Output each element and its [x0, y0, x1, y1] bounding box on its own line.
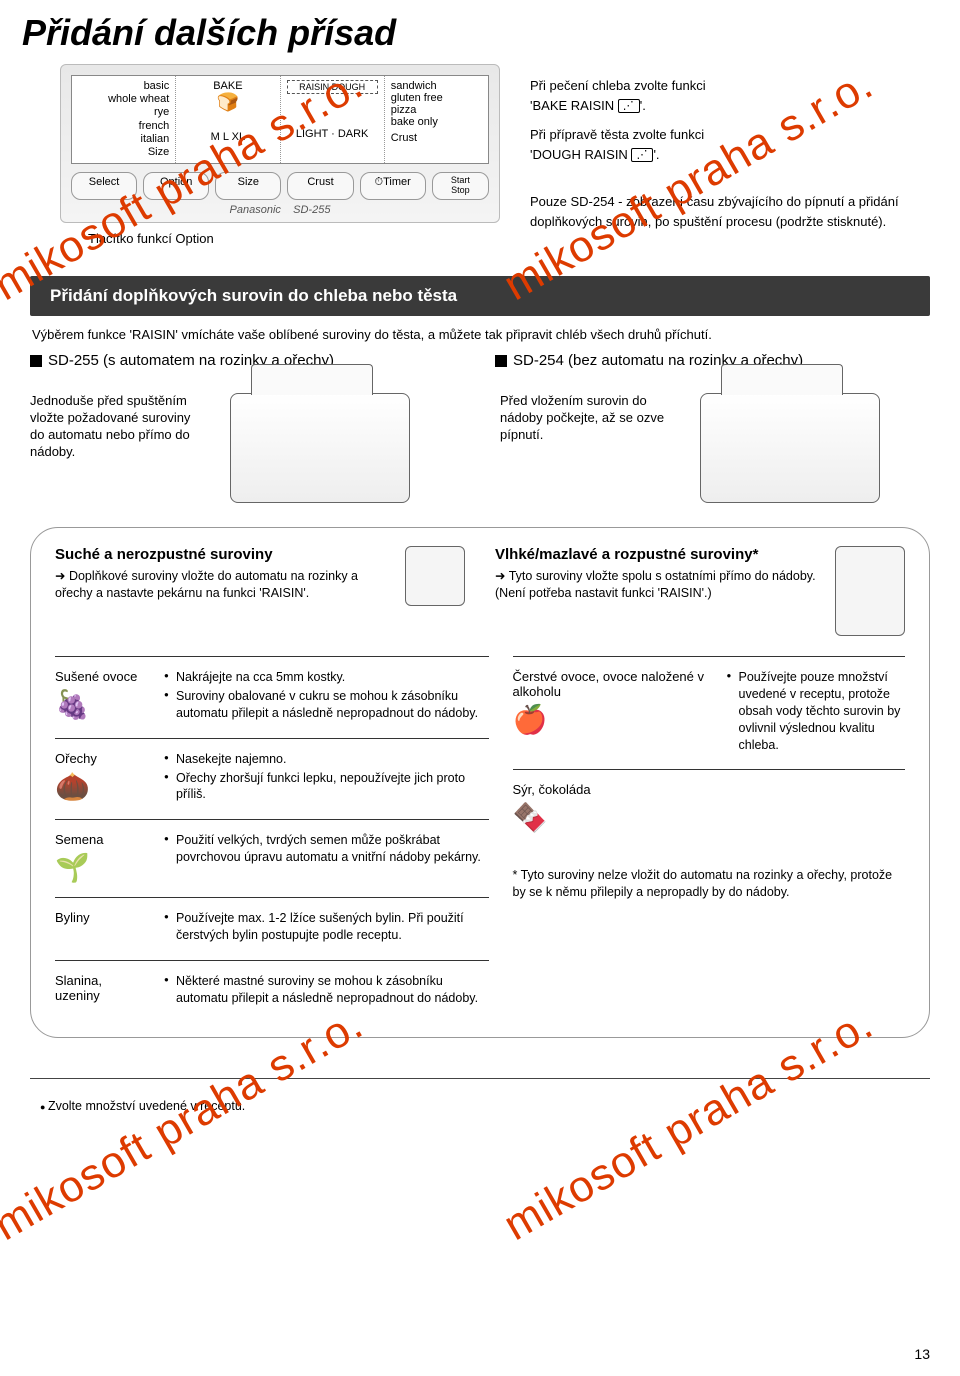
lcd-opt: M L XL — [182, 131, 273, 143]
wet-title: Vlhké/mazlavé a rozpustné suroviny* — [495, 546, 823, 564]
dry-sub: ➜ Doplňkové suroviny vložte do automatu … — [55, 568, 397, 602]
ingredient-notes: Použití velkých, tvrdých semen může pošk… — [164, 832, 489, 883]
wet-sub: ➜ Tyto suroviny vložte spolu s ostatními… — [495, 568, 823, 602]
raisin-icon — [618, 99, 640, 113]
lcd-opt: italian — [78, 133, 169, 146]
section-heading: Přidání doplňkových surovin do chleba ne… — [30, 276, 930, 316]
ingredient-name: Sýr, čokoláda🍫 — [513, 782, 713, 833]
ingredient-name: Čerstvé ovoce, ovoce naložené v alkoholu… — [513, 669, 713, 755]
ingredient-name: Ořechy🌰 — [55, 751, 150, 806]
lcd-opt: Crust — [391, 132, 482, 144]
footnote-star: * Tyto suroviny nelze vložit do automatu… — [513, 847, 906, 915]
table-row: Sušené ovoce🍇 Nakrájejte na cca 5mm kostk… — [55, 656, 489, 738]
ingredient-notes: Nasekejte najemno.Ořechy zhoršují funkci… — [164, 751, 489, 806]
ingredient-icon: 🌱 — [55, 851, 110, 883]
footer-divider — [30, 1078, 930, 1079]
table-row: Sýr, čokoláda🍫 — [513, 769, 906, 847]
intro-text: Výběrem funkce 'RAISIN' vmícháte vaše ob… — [0, 322, 960, 348]
ingredient-icon: 🍫 — [513, 801, 568, 833]
lcd-opt: basic — [78, 80, 169, 93]
bread-pan-icon — [835, 546, 905, 636]
lcd-opt: french — [78, 120, 169, 133]
lcd-opt: bake only — [391, 116, 482, 128]
top-section: basic whole wheat rye french italian Siz… — [0, 54, 960, 246]
ingredient-notes: Nakrájejte na cca 5mm kostky.Suroviny ob… — [164, 669, 489, 724]
table-row: Čerstvé ovoce, ovoce naložené v alkoholu… — [513, 656, 906, 769]
dry-title: Suché a nerozpustné suroviny — [55, 546, 397, 564]
crust-button[interactable]: Crust — [287, 172, 353, 200]
table-row: Slanina, uzeniny Některé mastné suroviny … — [55, 960, 489, 1023]
option-caption: Tlačítko funkcí Option — [88, 231, 500, 246]
ingredient-notes: Používejte max. 1-2 lžíce sušených bylin… — [164, 910, 489, 946]
brand-label: Panasonic — [230, 204, 281, 216]
ingredient-icon: 🌰 — [55, 770, 110, 802]
ingredient-name: Sušené ovoce🍇 — [55, 669, 150, 724]
ingredient-name: Slanina, uzeniny — [55, 973, 150, 1009]
lcd-display: basic whole wheat rye french italian Siz… — [71, 75, 489, 164]
dry-ingredients-table: Sušené ovoce🍇 Nakrájejte na cca 5mm kostk… — [55, 656, 489, 1023]
table-row: Byliny Používejte max. 1-2 lžíce sušených… — [55, 897, 489, 960]
ingredient-name: Byliny — [55, 910, 150, 946]
footer-note: Zvolte množství uvedené v receptu. — [40, 1099, 920, 1113]
ingredients-info-box: Suché a nerozpustné suroviny ➜ Doplňkové… — [30, 527, 930, 1038]
machine-caption-right: Před vložením surovin do nádoby počkejte… — [500, 393, 670, 503]
ingredient-icon: 🍇 — [55, 688, 110, 720]
ingredient-notes: Některé mastné suroviny se mohou k zásob… — [164, 973, 489, 1009]
bread-machine-icon — [230, 393, 410, 503]
lcd-opt: pizza — [391, 104, 482, 116]
ingredient-notes: Používejte pouze množství uvedené v rece… — [727, 669, 906, 755]
ingredient-notes — [727, 782, 906, 833]
sd254-note: Pouze SD-254 - zobrazení času zbývajícíh… — [530, 192, 930, 231]
size-button[interactable]: Size — [215, 172, 281, 200]
page-title: Přidání dalších přísad — [0, 0, 960, 54]
lcd-opt: sandwich — [391, 80, 482, 92]
table-row: Ořechy🌰 Nasekejte najemno.Ořechy zhoršují… — [55, 738, 489, 820]
lcd-opt: gluten free — [391, 92, 482, 104]
lcd-highlighted: RAISIN DOUGH — [287, 80, 378, 94]
table-row: Semena🌱 Použití velkých, tvrdých semen mů… — [55, 819, 489, 897]
select-button[interactable]: Select — [71, 172, 137, 200]
timer-button[interactable]: ⏱Timer — [360, 172, 426, 200]
lcd-opt: rye — [78, 106, 169, 119]
lcd-opt: whole wheat — [78, 93, 169, 106]
wet-ingredients-table: Čerstvé ovoce, ovoce naložené v alkoholu… — [513, 656, 906, 1023]
lcd-opt: LIGHT · DARK — [287, 128, 378, 140]
ingredient-name: Semena🌱 — [55, 832, 150, 883]
function-notes: Při pečení chleba zvolte funkci 'BAKE RA… — [530, 64, 930, 246]
page-number: 13 — [914, 1346, 930, 1362]
ingredient-icon: 🍎 — [513, 703, 568, 735]
control-panel: basic whole wheat rye french italian Siz… — [60, 64, 500, 223]
model-label: SD-255 — [293, 204, 330, 216]
start-stop-button[interactable]: Start Stop — [432, 172, 489, 200]
machine-small-icon — [405, 546, 465, 606]
bread-machine-icon — [700, 393, 880, 503]
lcd-opt: Size — [78, 146, 169, 159]
lcd-opt: BAKE — [182, 80, 273, 92]
machine-caption-left: Jednoduše před spuštěním vložte požadova… — [30, 393, 200, 503]
raisin-icon — [631, 148, 653, 162]
option-button[interactable]: Option — [143, 172, 209, 200]
